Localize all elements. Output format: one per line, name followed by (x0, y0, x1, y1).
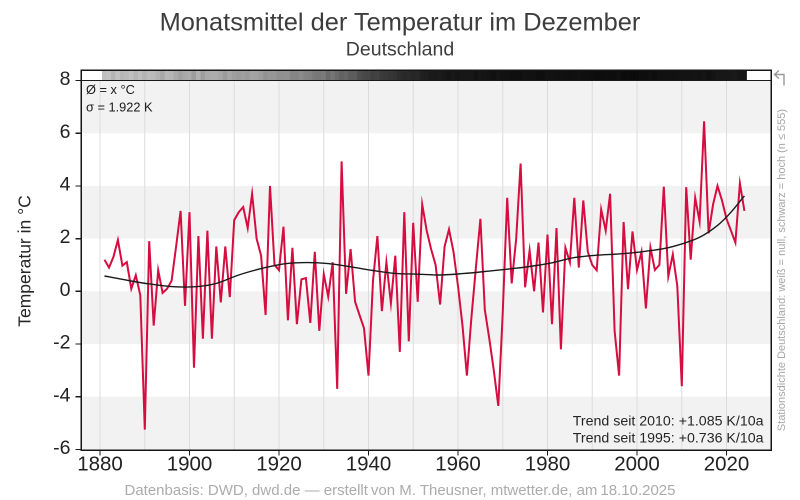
svg-text:2: 2 (60, 226, 71, 248)
svg-text:Trend seit 2010: +1.085 K/10a: Trend seit 2010: +1.085 K/10a (573, 414, 764, 430)
svg-text:2020: 2020 (704, 453, 750, 476)
svg-text:1880: 1880 (77, 453, 123, 476)
svg-text:-6: -6 (53, 437, 70, 459)
svg-text:-2: -2 (53, 332, 70, 354)
svg-text:4: 4 (60, 174, 71, 196)
svg-text:1960: 1960 (435, 453, 481, 476)
svg-text:8: 8 (60, 68, 71, 90)
svg-text:σ = 1.922 K: σ = 1.922 K (86, 100, 153, 115)
svg-text:1920: 1920 (256, 453, 302, 476)
svg-text:0: 0 (60, 279, 71, 301)
svg-text:Temperatur in °C: Temperatur in °C (15, 195, 35, 327)
svg-text:Stationsdichte Deutschland: we: Stationsdichte Deutschland: weiß = null,… (776, 109, 788, 431)
svg-text:1940: 1940 (346, 453, 392, 476)
svg-text:Monatsmittel der Temperatur im: Monatsmittel der Temperatur im Dezember (160, 9, 641, 37)
svg-text:Trend seit 1995: +0.736 K/10a: Trend seit 1995: +0.736 K/10a (573, 431, 764, 447)
svg-text:-4: -4 (53, 384, 70, 406)
svg-text:1900: 1900 (167, 453, 213, 476)
svg-text:1980: 1980 (525, 453, 571, 476)
svg-text:Deutschland: Deutschland (346, 39, 454, 61)
svg-text:Datenbasis: DWD, dwd.de — erst: Datenbasis: DWD, dwd.de — erstellt von M… (125, 482, 676, 499)
svg-text:6: 6 (60, 121, 71, 143)
svg-text:2000: 2000 (614, 453, 660, 476)
svg-text:Ø = x °C: Ø = x °C (86, 82, 135, 97)
